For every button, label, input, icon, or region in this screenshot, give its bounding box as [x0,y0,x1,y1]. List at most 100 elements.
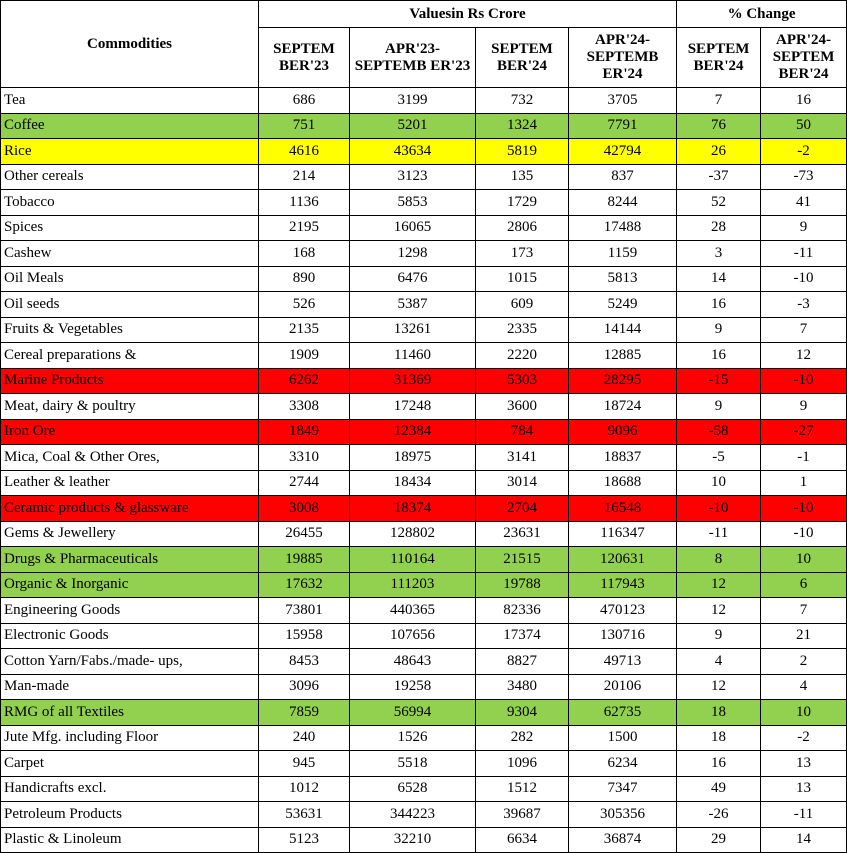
value-cell: 3096 [258,673,350,700]
value-cell: 82336 [475,597,569,624]
value-cell: 732 [475,87,569,114]
table-row: Rice 4616 43634 5819 42794 26 -2 [0,138,847,165]
value-cell: 6 [760,571,847,598]
table-row: Petroleum Products 53631 344223 39687 305356… [0,801,847,828]
value-cell: 751 [258,112,350,139]
value-cell: 214 [258,163,350,190]
table-row: Fruits & Vegetables 2135 13261 2335 14144 9 7 [0,316,847,343]
value-cell: -15 [676,367,762,394]
table-row: Carpet 945 5518 1096 6234 16 13 [0,750,847,777]
value-cell: 2220 [475,342,569,369]
table-row: Cotton Yarn/Fabs./made- ups, 8453 48643 882… [0,648,847,675]
value-cell: 12384 [349,418,476,445]
value-cell: 305356 [567,801,678,828]
commodity-name: Cereal preparations & [0,342,259,369]
value-cell: 48643 [349,648,476,675]
commodity-name: Petroleum Products [0,801,259,828]
value-cell: 130716 [567,622,678,649]
value-cell: 56994 [349,699,476,726]
value-cell: 21515 [475,546,569,573]
commodity-name: Jute Mfg. including Floor [0,724,259,751]
value-cell: 837 [567,163,678,190]
column-header: SEPTEM BER'24 [475,27,569,88]
value-cell: 135 [475,163,569,190]
value-cell: 7 [760,597,847,624]
value-cell: 29 [676,826,762,853]
value-cell: 12885 [567,342,678,369]
value-cell: 470123 [567,597,678,624]
value-cell: 3705 [567,87,678,114]
value-cell: 13 [760,775,847,802]
value-cell: 21 [760,622,847,649]
value-cell: 16 [676,291,762,318]
value-cell: 240 [258,724,350,751]
value-cell: 128802 [349,520,476,547]
value-cell: 16065 [349,214,476,241]
value-cell: 53631 [258,801,350,828]
value-cell: 1159 [567,240,678,267]
value-cell: 18 [676,724,762,751]
value-cell: -27 [760,418,847,445]
value-cell: 6528 [349,775,476,802]
value-cell: 28295 [567,367,678,394]
value-cell: 18975 [349,444,476,471]
value-cell: 3 [676,240,762,267]
value-cell: 8453 [258,648,350,675]
table-row: Leather & leather 2744 18434 3014 18688 10 1 [0,469,847,496]
commodity-name: Engineering Goods [0,597,259,624]
value-cell: -11 [676,520,762,547]
value-cell: 36874 [567,826,678,853]
value-cell: -10 [760,265,847,292]
value-cell: 7 [760,316,847,343]
value-cell: 110164 [349,546,476,573]
value-cell: 4 [760,673,847,700]
value-cell: 5387 [349,291,476,318]
value-cell: 49713 [567,648,678,675]
table-row: Gems & Jewellery 26455 128802 23631 116347 -1… [0,520,847,547]
value-cell: 41 [760,189,847,216]
table-row: Jute Mfg. including Floor 240 1526 282 1500 1… [0,724,847,751]
commodity-name: Carpet [0,750,259,777]
value-cell: 15958 [258,622,350,649]
commodity-name: Spices [0,214,259,241]
value-cell: -73 [760,163,847,190]
commodity-name: RMG of all Textiles [0,699,259,726]
commodity-name: Electronic Goods [0,622,259,649]
table-row: Organic & Inorganic 17632 111203 19788 11794… [0,571,847,598]
value-cell: 62735 [567,699,678,726]
table-row: Drugs & Pharmaceuticals 19885 110164 21515 1… [0,546,847,573]
value-cell: 17488 [567,214,678,241]
value-cell: 5123 [258,826,350,853]
value-cell: 28 [676,214,762,241]
value-cell: 49 [676,775,762,802]
table-row: RMG of all Textiles 7859 56994 9304 62735 18 1… [0,699,847,726]
value-cell: 14 [760,826,847,853]
value-cell: 784 [475,418,569,445]
value-cell: 3308 [258,393,350,420]
commodity-name: Iron Ore [0,418,259,445]
value-cell: 18688 [567,469,678,496]
value-cell: 16 [676,750,762,777]
value-cell: -10 [760,520,847,547]
column-header: APR'24- SEPTEM BER'24 [760,27,847,88]
value-cell: 73801 [258,597,350,624]
value-cell: 1500 [567,724,678,751]
commodity-name: Plastic & Linoleum [0,826,259,853]
value-cell: 2806 [475,214,569,241]
table-row: Electronic Goods 15958 107656 17374 130716 9 2… [0,622,847,649]
value-cell: 42794 [567,138,678,165]
value-cell: 26455 [258,520,350,547]
value-cell: 686 [258,87,350,114]
commodity-name: Other cereals [0,163,259,190]
value-cell: 5853 [349,189,476,216]
value-cell: 3008 [258,495,350,522]
column-header: SEPTEM BER'23 [258,27,350,88]
table-row: Cashew 168 1298 173 1159 3 -11 [0,240,847,267]
value-cell: 1526 [349,724,476,751]
value-cell: 9 [676,393,762,420]
value-cell: 31369 [349,367,476,394]
value-cell: 7859 [258,699,350,726]
value-cell: 9 [676,622,762,649]
value-cell: 2135 [258,316,350,343]
